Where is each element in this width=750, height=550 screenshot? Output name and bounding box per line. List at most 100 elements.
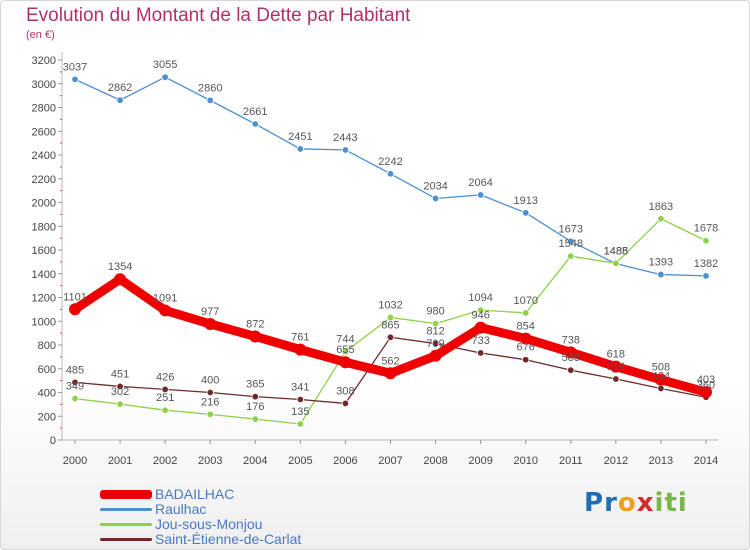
x-tick-label: 2007 bbox=[378, 455, 402, 467]
data-point bbox=[116, 382, 124, 391]
data-point bbox=[431, 319, 440, 328]
line-chart: 0 200 400 600 800 1000 1200 1400 1600 1800 2000 220… bbox=[32, 52, 718, 467]
y-tick-label: 2800 bbox=[32, 103, 56, 115]
data-label: 1673 bbox=[559, 223, 583, 235]
data-label: 1091 bbox=[153, 292, 177, 304]
data-label: 400 bbox=[201, 375, 219, 387]
data-label: 176 bbox=[246, 401, 264, 413]
y-tick-label: 3000 bbox=[32, 79, 56, 91]
data-label: 1354 bbox=[108, 261, 132, 273]
data-label: 403 bbox=[697, 374, 715, 386]
chart-subtitle: (en €) bbox=[26, 29, 55, 41]
data-point bbox=[476, 191, 485, 199]
data-point bbox=[474, 321, 487, 334]
x-tick-label: 2012 bbox=[604, 455, 628, 467]
data-point bbox=[251, 392, 259, 401]
data-point bbox=[251, 120, 259, 128]
data-label: 365 bbox=[246, 379, 264, 391]
data-point bbox=[519, 332, 532, 345]
x-tick-label: 2001 bbox=[108, 455, 132, 467]
data-point bbox=[384, 367, 397, 380]
data-label: 655 bbox=[336, 344, 354, 356]
data-label: 854 bbox=[517, 321, 535, 333]
data-point bbox=[657, 215, 665, 223]
y-tick-label: 1400 bbox=[32, 269, 56, 281]
data-label: 360 bbox=[697, 379, 715, 391]
data-point bbox=[114, 273, 127, 286]
data-point bbox=[567, 366, 575, 374]
y-tick-label: 0 bbox=[50, 435, 56, 447]
data-point bbox=[159, 304, 172, 317]
data-label: 2661 bbox=[243, 106, 267, 118]
data-label: 508 bbox=[652, 362, 670, 374]
legend-label: Raulhac bbox=[155, 501, 207, 517]
data-label: 2451 bbox=[288, 131, 312, 143]
data-point bbox=[702, 272, 710, 280]
data-label: 2862 bbox=[108, 82, 132, 94]
data-point bbox=[161, 385, 169, 394]
data-label: 1863 bbox=[649, 201, 673, 213]
x-tick-label: 2009 bbox=[468, 455, 492, 467]
data-point bbox=[206, 410, 214, 419]
data-label: 562 bbox=[381, 355, 399, 367]
data-point bbox=[294, 343, 307, 356]
data-label: 738 bbox=[562, 334, 580, 346]
data-point bbox=[206, 388, 214, 397]
data-label: 709 bbox=[426, 338, 444, 350]
proxiti-logo: Proxiti bbox=[584, 488, 688, 518]
data-label: 302 bbox=[111, 386, 129, 398]
data-label: 733 bbox=[471, 335, 489, 347]
data-label: 451 bbox=[111, 368, 129, 380]
logo-letter: t bbox=[664, 488, 678, 518]
data-point bbox=[251, 415, 259, 423]
data-point bbox=[71, 75, 79, 84]
data-point bbox=[161, 73, 169, 81]
legend-label: Saint-Étienne-de-Carlat bbox=[155, 531, 302, 547]
data-point bbox=[204, 317, 217, 330]
logo-letter: P bbox=[584, 488, 605, 518]
x-tick-label: 2011 bbox=[559, 455, 583, 467]
chart-axes: 0 200 400 600 800 1000 1200 1400 1600 1800 2000 220… bbox=[32, 52, 718, 467]
logo-letter: i bbox=[677, 488, 688, 518]
data-label: 2242 bbox=[378, 156, 402, 168]
data-label: 2860 bbox=[198, 82, 222, 94]
data-label: 865 bbox=[381, 319, 399, 331]
y-tick-label: 800 bbox=[38, 340, 56, 352]
data-label: 3037 bbox=[63, 61, 87, 73]
data-point bbox=[296, 145, 305, 153]
data-point bbox=[612, 375, 620, 383]
data-label: 1485 bbox=[604, 246, 628, 258]
legend-swatch bbox=[100, 523, 152, 526]
data-label: 135 bbox=[291, 406, 309, 418]
data-point bbox=[429, 349, 442, 362]
data-label: 216 bbox=[201, 396, 219, 408]
x-tick-label: 2003 bbox=[198, 455, 222, 467]
logo-letter: x bbox=[636, 488, 655, 518]
data-label: 946 bbox=[471, 310, 489, 322]
data-point bbox=[609, 360, 622, 373]
data-point bbox=[567, 252, 575, 260]
x-tick-label: 2010 bbox=[513, 455, 537, 467]
logo-letter: i bbox=[654, 488, 665, 518]
data-label: 349 bbox=[66, 381, 84, 393]
data-label: 308 bbox=[336, 385, 354, 397]
data-point bbox=[657, 384, 665, 393]
data-point bbox=[341, 347, 350, 356]
data-label: 618 bbox=[607, 349, 625, 361]
data-label: 426 bbox=[156, 371, 174, 383]
data-label: 1548 bbox=[559, 238, 583, 250]
x-tick-label: 2014 bbox=[694, 455, 718, 467]
y-tick-label: 2200 bbox=[32, 174, 56, 186]
data-label: 872 bbox=[246, 318, 264, 330]
y-tick-label: 2400 bbox=[32, 150, 56, 162]
data-label: 485 bbox=[66, 364, 84, 376]
data-label: 676 bbox=[517, 342, 535, 354]
data-point bbox=[700, 386, 712, 399]
y-tick-label: 600 bbox=[38, 364, 56, 376]
data-label: 2064 bbox=[468, 177, 492, 189]
data-point bbox=[522, 356, 530, 364]
data-label: 1070 bbox=[513, 295, 537, 307]
data-label: 1382 bbox=[694, 258, 718, 270]
chart-title: Evolution du Montant de la Dette par Hab… bbox=[26, 5, 411, 26]
